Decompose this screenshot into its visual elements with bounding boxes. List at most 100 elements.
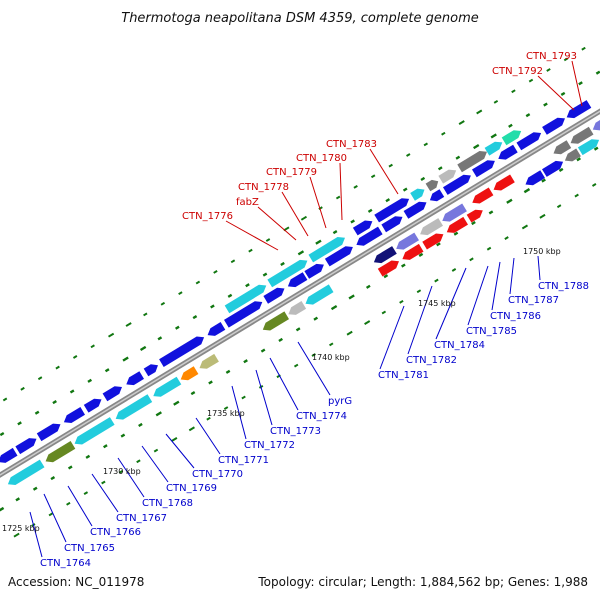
reverse-gene[interactable] [420,218,443,236]
tick-mark [367,208,373,213]
forward-gene-label[interactable]: CTN_1780 [296,153,347,164]
reverse-gene[interactable] [7,459,45,485]
reverse-gene-label[interactable]: CTN_1786 [490,311,541,322]
reverse-gene-label[interactable]: CTN_1785 [466,326,517,337]
tick-mark [157,336,163,341]
reverse-gene-outer[interactable] [542,160,564,177]
forward-gene-outer[interactable] [425,179,439,192]
forward-gene-blue[interactable] [83,398,102,413]
reverse-gene-label[interactable]: CTN_1768 [142,498,193,509]
reverse-gene[interactable] [553,140,572,155]
reverse-gene-label[interactable]: CTN_1769 [166,483,217,494]
forward-gene-blue[interactable] [126,371,144,386]
forward-gene-outer[interactable] [352,220,373,236]
reverse-gene-outer[interactable] [466,209,483,223]
forward-gene-blue[interactable] [263,287,285,304]
forward-gene-outer[interactable] [457,151,487,173]
forward-gene-blue[interactable] [381,216,403,233]
reverse-gene-label[interactable]: CTN_1781 [378,370,429,381]
reverse-gene-outer[interactable] [377,260,399,277]
reverse-gene[interactable] [493,174,515,191]
forward-gene-blue[interactable] [443,174,471,195]
reverse-gene-label[interactable]: CTN_1782 [406,355,457,366]
reverse-gene[interactable] [373,246,397,264]
reverse-gene-label[interactable]: CTN_1788 [538,281,589,292]
reverse-gene-outer[interactable] [402,243,424,260]
forward-gene-blue[interactable] [304,263,324,279]
reverse-gene-label[interactable]: CTN_1784 [434,340,485,351]
reverse-gene[interactable] [442,203,467,222]
reverse-gene-outer[interactable] [577,139,600,156]
reverse-gene-label[interactable]: CTN_1772 [244,440,295,451]
reverse-gene[interactable] [45,441,76,463]
forward-gene-blue[interactable] [159,336,205,368]
reverse-gene-label[interactable]: CTN_1774 [296,411,347,422]
forward-gene-blue[interactable] [207,322,226,336]
forward-gene-outer[interactable] [410,188,425,201]
forward-gene-blue[interactable] [403,201,427,219]
tick-mark [563,57,569,62]
forward-gene-outer[interactable] [374,198,410,223]
reverse-gene-outer[interactable] [446,216,468,233]
tick-mark [576,157,581,162]
forward-gene-blue[interactable] [566,100,592,119]
forward-gene-outer[interactable] [438,169,457,184]
forward-gene-blue[interactable] [516,132,542,151]
reverse-gene[interactable] [262,311,289,331]
reverse-gene[interactable] [180,366,199,381]
forward-gene-label[interactable]: fabZ [236,197,259,208]
forward-gene-blue[interactable] [472,160,495,178]
forward-gene-blue[interactable] [0,447,18,463]
forward-gene-blue[interactable] [63,407,85,423]
forward-gene-label[interactable]: CTN_1792 [492,66,543,77]
reverse-gene-label[interactable]: CTN_1771 [218,455,269,466]
reverse-gene-label[interactable]: CTN_1770 [192,469,243,480]
tick-mark [364,320,371,325]
reverse-gene-label[interactable]: CTN_1787 [508,295,559,306]
forward-gene-blue[interactable] [36,423,61,442]
forward-gene-label[interactable]: CTN_1783 [326,139,377,150]
reverse-gene[interactable] [570,126,594,144]
forward-gene-outer[interactable] [501,130,522,146]
reverse-gene-outer[interactable] [525,170,546,186]
tick-mark [381,310,387,315]
reverse-gene[interactable] [288,301,307,315]
reverse-gene[interactable] [115,394,153,420]
reverse-gene[interactable] [153,376,182,397]
forward-gene-blue[interactable] [224,301,263,328]
forward-gene-outer[interactable] [224,284,267,314]
reverse-gene-outer[interactable] [564,148,581,162]
forward-gene-blue[interactable] [542,117,565,135]
forward-gene-blue[interactable] [15,438,37,455]
reverse-gene-label[interactable]: CTN_1764 [40,558,91,569]
forward-gene-label[interactable]: CTN_1779 [266,167,317,178]
reverse-gene-label[interactable]: CTN_1773 [270,426,321,437]
reverse-gene[interactable] [199,353,219,369]
tick-mark [188,426,195,432]
forward-gene-label[interactable]: CTN_1778 [238,182,289,193]
reverse-gene-label[interactable]: CTN_1765 [64,543,115,554]
forward-gene-blue[interactable] [287,272,308,288]
forward-gene-outer[interactable] [484,141,503,156]
forward-gene-label[interactable]: CTN_1793 [526,51,577,62]
forward-gene-label[interactable]: CTN_1776 [182,211,233,222]
forward-gene-blue[interactable] [143,364,158,377]
forward-gene-blue[interactable] [429,189,445,202]
forward-gene-blue[interactable] [102,386,122,402]
reverse-gene-outer[interactable] [422,233,444,250]
reverse-gene[interactable] [305,284,334,305]
reverse-gene[interactable] [74,417,115,445]
reverse-gene[interactable] [396,232,419,250]
forward-gene-blue[interactable] [324,246,353,267]
tick-mark [556,204,562,209]
reverse-gene-label[interactable]: CTN_1766 [90,527,141,538]
forward-gene-blue[interactable] [356,226,383,246]
forward-gene-outer[interactable] [308,237,346,263]
reverse-gene-label[interactable]: CTN_1767 [116,513,167,524]
reverse-gene[interactable] [592,115,600,131]
reverse-gene[interactable] [472,187,494,204]
tick-mark [350,219,355,224]
forward-gene-blue[interactable] [498,144,518,160]
reverse-gene-label[interactable]: pyrG [328,396,352,407]
forward-gene-outer[interactable] [267,259,308,288]
